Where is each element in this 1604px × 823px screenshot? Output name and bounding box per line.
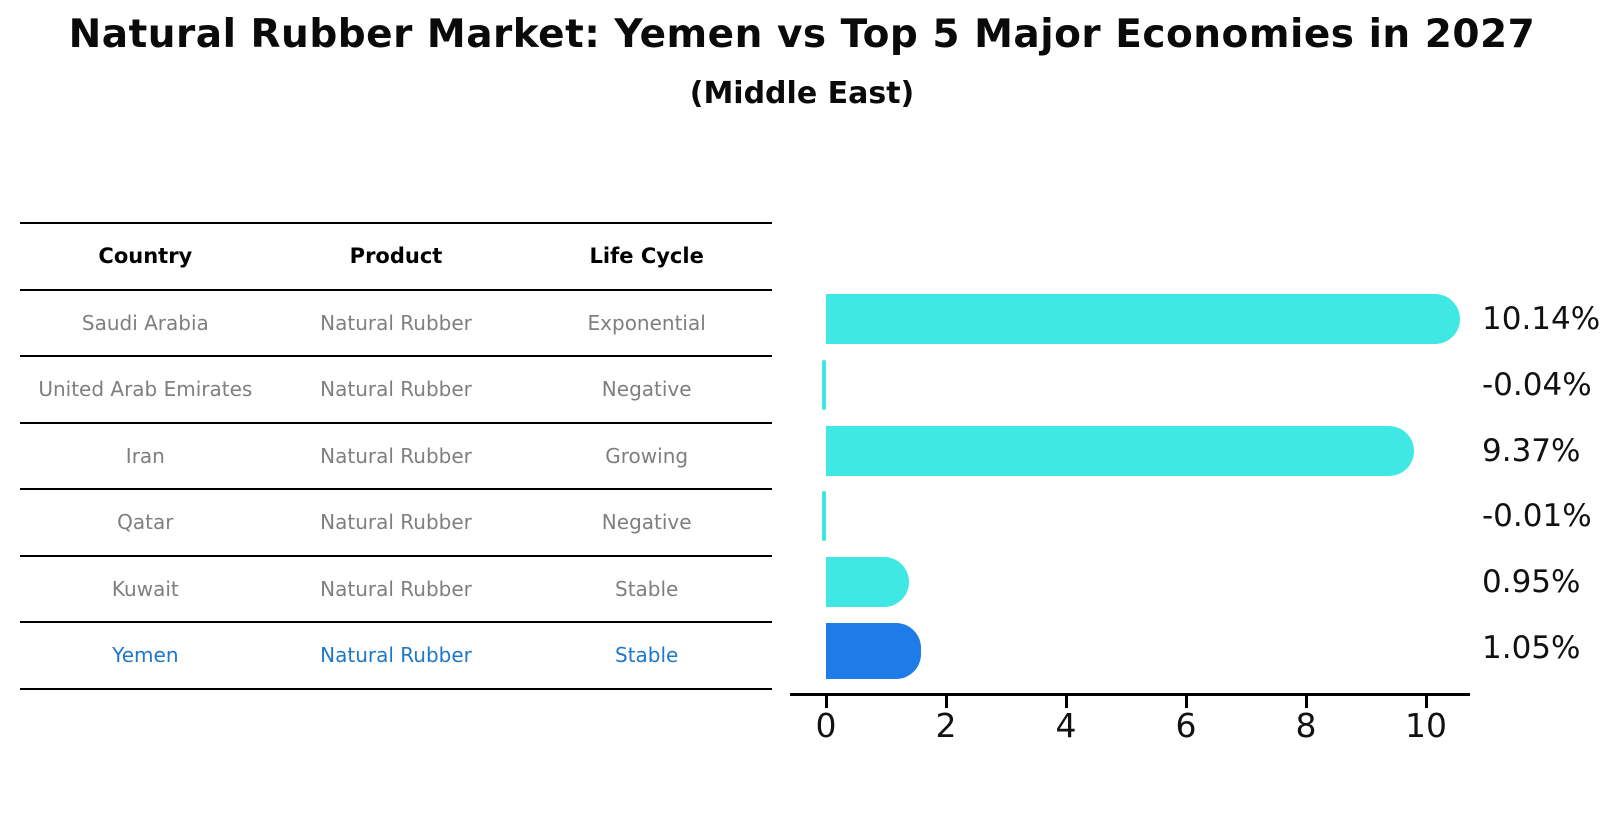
table-row: Saudi Arabia Natural Rubber Exponential [20,291,772,357]
table-cell-product: Natural Rubber [320,510,472,535]
x-axis-tick-label: 4 [1055,706,1077,745]
bar-united-arab-emirates [822,359,826,410]
bar-saudi-arabia [826,294,1461,344]
table-cell-product: Natural Rubber [320,310,472,335]
table-cell-product: Natural Rubber [320,443,472,468]
table-cell-life-cycle: Growing [605,443,689,468]
x-axis-tick-label: 0 [815,706,837,745]
table-body: Saudi Arabia Natural Rubber Exponential Uni… [20,291,772,690]
table-cell-product: Natural Rubber [320,643,472,668]
table-header-country: Country [98,244,193,269]
x-axis-tick-label: 2 [935,706,957,745]
table-cell-country: Qatar [117,510,174,535]
x-axis-line [790,693,1470,696]
table-cell-country: Kuwait [111,576,179,601]
country-table: Country Product Life Cycle Saudi Arabia Nat… [20,222,772,690]
x-axis-tick [1184,696,1188,708]
x-axis-tick [944,696,948,708]
table-row: Yemen Natural Rubber Stable [20,623,772,690]
table-cell-product: Natural Rubber [320,576,472,601]
bar-value-label: 0.95% [1482,564,1581,601]
table-cell-country: United Arab Emirates [38,377,253,402]
table-cell-life-cycle: Stable [615,576,679,601]
bar-value-label: 10.14% [1482,301,1601,337]
table-cell-life-cycle: Negative [601,377,692,402]
chart-subtitle: (Middle East) [689,76,915,111]
bar-yemen [826,623,921,679]
table-header-product: Product [349,244,443,269]
table-cell-life-cycle: Negative [601,510,692,535]
bar-iran [826,425,1415,476]
x-axis-tick-label: 6 [1175,706,1197,745]
table-cell-life-cycle: Stable [615,643,679,668]
bar-value-label: 9.37% [1482,432,1581,469]
x-axis-tick [1424,696,1428,708]
table-row: Kuwait Natural Rubber Stable [20,557,772,623]
bar-value-label: -0.01% [1482,498,1592,535]
table-cell-country: Saudi Arabia [81,310,209,335]
x-axis-tick-label: 10 [1405,706,1447,745]
table-header-row: Country Product Life Cycle [20,224,772,291]
x-axis-tick-label: 8 [1295,706,1317,745]
table-row: United Arab Emirates Natural Rubber Negati… [20,357,772,424]
bar-qatar [822,491,826,542]
x-axis-tick [824,696,828,708]
table-header-life-cycle: Life Cycle [589,244,704,269]
chart-title: Natural Rubber Market: Yemen vs Top 5 Ma… [68,12,1536,57]
x-axis-tick [1304,696,1308,708]
bar-value-label: 1.05% [1482,630,1581,666]
bar-value-label: -0.04% [1482,366,1592,403]
table-cell-life-cycle: Exponential [587,310,706,335]
table-row: Qatar Natural Rubber Negative [20,490,772,557]
table-row: Iran Natural Rubber Growing [20,424,772,490]
table-cell-country: Iran [125,443,165,468]
table-cell-country: Yemen [112,643,179,668]
x-axis-tick [1064,696,1068,708]
bar-kuwait [826,557,909,608]
table-cell-product: Natural Rubber [320,377,472,402]
